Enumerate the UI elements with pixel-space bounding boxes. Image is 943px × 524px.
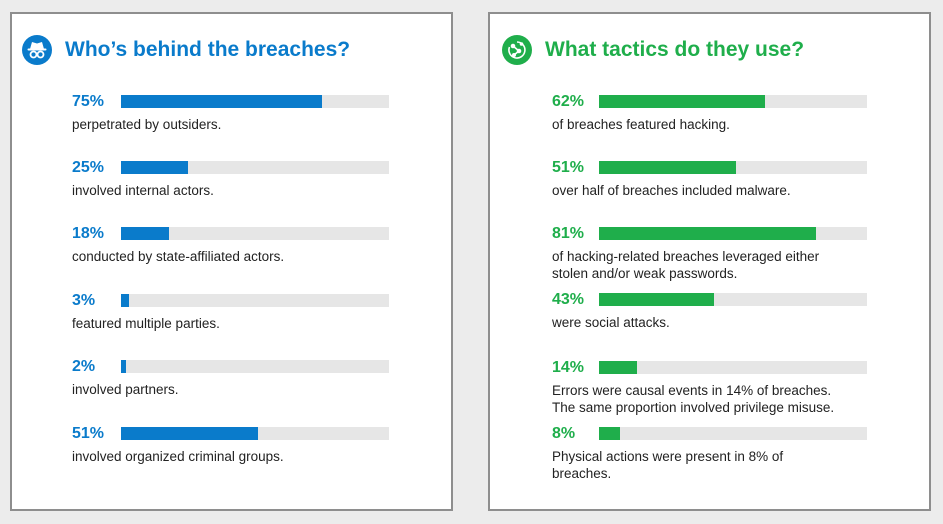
stat-description: involved internal actors. [72, 183, 214, 198]
stat-percent: 51% [552, 159, 585, 176]
stat-bar-row: 3% [72, 291, 392, 311]
stat-percent: 43% [552, 291, 585, 308]
stat-percent: 81% [552, 225, 585, 242]
stat-bar-fill [599, 361, 637, 374]
breach-actors-panel: Who’s behind the breaches? 75% perpetrate… [10, 12, 453, 511]
stat-description: featured multiple parties. [72, 316, 220, 331]
stat-bar-track [599, 427, 867, 440]
stat-percent: 14% [552, 359, 585, 376]
stat-bar-track [599, 361, 867, 374]
spy-icon [22, 35, 52, 65]
stat-description: Errors were causal events in 14% of brea… [552, 383, 835, 415]
stat-bar-fill [599, 95, 765, 108]
network-icon [502, 35, 532, 65]
stat-bar-track [121, 161, 389, 174]
stat-bar-row: 62% [552, 92, 872, 112]
stat-bar-row: 43% [552, 290, 872, 310]
stat-bar-fill [121, 360, 126, 373]
stat-description: of breaches featured hacking. [552, 117, 730, 132]
stat-bar-row: 14% [552, 358, 872, 378]
stat-description: Physical actions were present in 8% of b… [552, 449, 784, 481]
stat-bar-track [121, 294, 389, 307]
stat-bar-track [121, 95, 389, 108]
stat-percent: 18% [72, 225, 105, 242]
stat-percent: 3% [72, 292, 96, 309]
stat-bar-fill [121, 95, 322, 108]
stat-bar-row: 8% [552, 424, 872, 444]
stat-description: involved partners. [72, 382, 179, 397]
stat-bar-fill [121, 161, 188, 174]
stat-bar-fill [599, 427, 620, 440]
stat-percent: 25% [72, 159, 105, 176]
stat-description: involved organized criminal groups. [72, 449, 284, 464]
stat-bar-track [599, 227, 867, 240]
stat-bar-fill [599, 293, 714, 306]
stat-percent: 75% [72, 93, 105, 110]
stat-bar-row: 75% [72, 92, 392, 112]
stat-bar-fill [121, 294, 129, 307]
stat-bar-track [121, 227, 389, 240]
stat-bar-track [599, 95, 867, 108]
stat-percent: 62% [552, 93, 585, 110]
stat-bar-track [599, 161, 867, 174]
stat-description: conducted by state-affiliated actors. [72, 249, 285, 264]
stat-bar-track [121, 427, 389, 440]
stat-bar-fill [599, 161, 736, 174]
stat-bar-track [121, 360, 389, 373]
stat-bar-fill [599, 227, 816, 240]
stat-percent: 8% [552, 425, 576, 442]
breach-tactics-panel: What tactics do they use? 62% of breaches… [488, 12, 931, 511]
stat-percent: 51% [72, 425, 105, 442]
breach-actors-header: Who’s behind the breaches? [22, 34, 350, 66]
stat-bar-row: 81% [552, 224, 872, 244]
stat-bar-row: 51% [72, 424, 392, 444]
stat-description: were social attacks. [552, 315, 670, 330]
stat-bar-row: 2% [72, 357, 392, 377]
stat-percent: 2% [72, 358, 96, 375]
stat-bar-row: 51% [552, 158, 872, 178]
stat-bar-track [599, 293, 867, 306]
breach-tactics-header: What tactics do they use? [502, 34, 804, 66]
stat-bar-row: 25% [72, 158, 392, 178]
stat-description: over half of breaches included malware. [552, 183, 791, 198]
stat-bar-row: 18% [72, 224, 392, 244]
stat-bar-fill [121, 227, 169, 240]
breach-actors-title: Who’s behind the breaches? [65, 38, 351, 61]
stat-description: of hacking-related breaches leveraged ei… [552, 249, 820, 281]
breach-tactics-title: What tactics do they use? [545, 38, 805, 61]
stat-description: perpetrated by outsiders. [72, 117, 222, 132]
stat-bar-fill [121, 427, 258, 440]
